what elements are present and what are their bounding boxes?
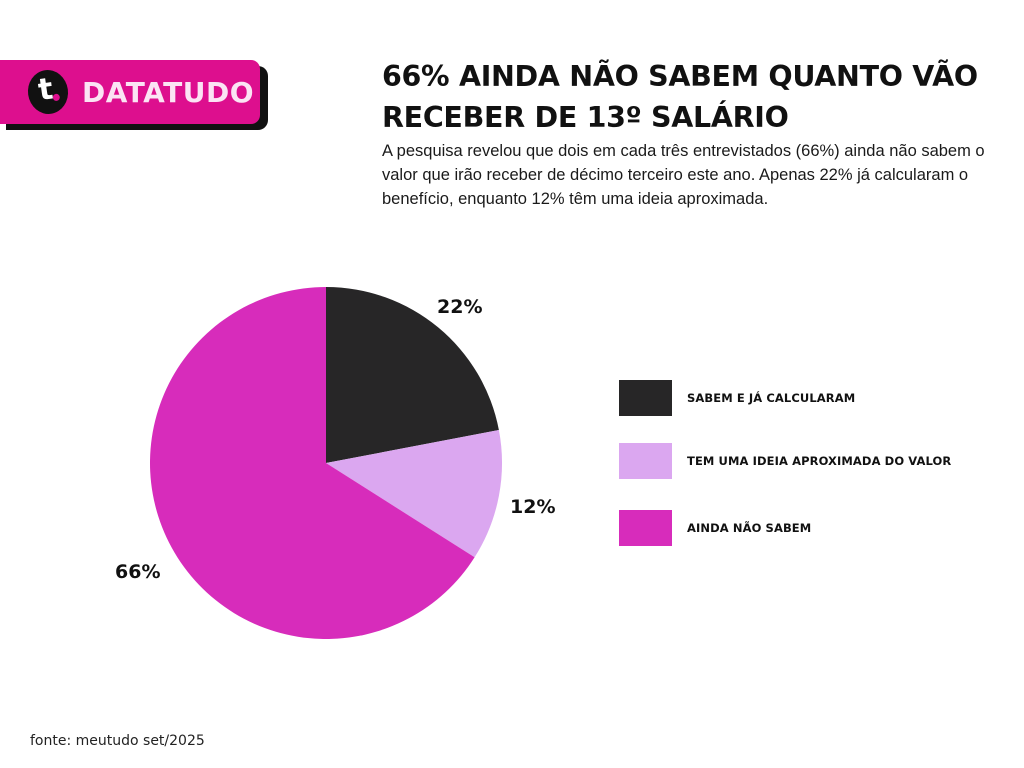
- pie-slice-nao-sabem: [150, 287, 475, 639]
- legend-label: AINDA NÃO SABEM: [687, 521, 812, 535]
- page-title: 66% AINDA NÃO SABEM QUANTO VÃO RECEBER D…: [382, 60, 978, 134]
- pie-slices: [150, 287, 503, 639]
- legend-label: TEM UMA IDEIA APROXIMADA DO VALOR: [687, 454, 952, 468]
- legend-swatch: [619, 380, 672, 416]
- pie-slice-calcularam: [326, 287, 499, 463]
- brand-badge-box: t DATATUDO: [0, 60, 260, 124]
- legend-item-calcularam: SABEM E JÁ CALCULARAM: [619, 380, 855, 416]
- legend-swatch: [619, 443, 672, 479]
- source-note: fonte: meutudo set/2025: [30, 733, 205, 749]
- legend-item-nao-sabem: AINDA NÃO SABEM: [619, 510, 811, 546]
- legend-label: SABEM E JÁ CALCULARAM: [687, 391, 856, 405]
- page-subtitle: A pesquisa revelou que dois em cada três…: [382, 142, 985, 208]
- brand-badge: t DATATUDO: [0, 60, 268, 130]
- brand-name: DATATUDO: [82, 75, 255, 109]
- slice-label-ideia: 12%: [510, 496, 556, 518]
- slice-label-calcularam: 22%: [437, 296, 483, 318]
- legend-item-ideia: TEM UMA IDEIA APROXIMADA DO VALOR: [619, 443, 951, 479]
- slice-label-nao-sabem: 66%: [115, 561, 161, 583]
- legend-swatch: [619, 510, 672, 546]
- pie-slice-ideia: [326, 430, 503, 558]
